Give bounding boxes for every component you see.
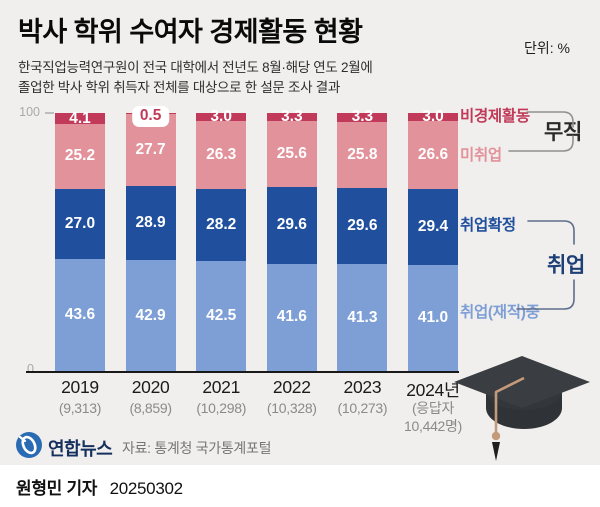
bar-segment-취업확정-2020 bbox=[125, 185, 176, 261]
x-axis-respondent-count: (9,313) bbox=[58, 400, 102, 416]
x-axis-year-label: 2020 bbox=[131, 377, 170, 397]
bar-segment-비경제활동-2024년 bbox=[408, 113, 458, 121]
bar-segment-취업확정-2023 bbox=[337, 188, 388, 265]
bar-segment-비경제활동-2019 bbox=[55, 113, 105, 124]
x-axis-year-label: 2024년 bbox=[406, 380, 460, 400]
bar-segment-취업(재직)중-2020 bbox=[125, 260, 176, 371]
x-axis-year-label: 2021 bbox=[202, 377, 241, 397]
legend-employment-confirmed: 취업확정 bbox=[460, 217, 516, 234]
x-axis-year-label: 2023 bbox=[343, 377, 382, 397]
x-axis-respondent-count: (10,328) bbox=[266, 400, 317, 416]
bar-segment-취업확정-2021 bbox=[196, 188, 247, 262]
legend-employed-working: 취업(재직)중 bbox=[460, 304, 540, 321]
yonhap-logo-icon bbox=[16, 432, 42, 458]
bar-segment-취업확정-2019 bbox=[55, 188, 105, 259]
bar-segment-취업(재직)중-2019 bbox=[55, 258, 105, 371]
legend-not-employed: 미취업 bbox=[460, 147, 502, 164]
bar-segment-미취업-2021 bbox=[196, 120, 247, 189]
legend-group-employed: 취업 bbox=[547, 254, 586, 277]
bar-segment-취업(재직)중-2024년 bbox=[408, 265, 458, 371]
yonhap-logo-text: 연합뉴스 bbox=[48, 439, 113, 459]
bar-segment-비경제활동-2021 bbox=[196, 113, 247, 121]
legend-group-unemployed: 무직 bbox=[544, 121, 583, 144]
x-axis-year-label: 2019 bbox=[61, 377, 99, 397]
reporter-name: 원형민 기자 bbox=[16, 479, 98, 498]
x-axis-respondent-count: (10,273) bbox=[337, 400, 388, 416]
x-axis-respondent-count: (10,298) bbox=[196, 400, 247, 416]
bar-segment-비경제활동-2022 bbox=[266, 112, 317, 122]
byline: 원형민 기자 20250302 bbox=[16, 474, 183, 499]
graduation-cap-icon bbox=[450, 350, 595, 462]
x-axis-year-label: 2022 bbox=[272, 377, 311, 397]
bar-segment-미취업-2019 bbox=[55, 123, 105, 189]
bar-segment-취업확정-2024년 bbox=[408, 189, 458, 266]
legend-non-economic-activity: 비경제활동 bbox=[460, 108, 530, 125]
subtitle-line-1: 한국직업능력연구원이 전국 대학에서 전년도 8월·해당 연도 2월에 bbox=[18, 60, 373, 75]
bar-segment-취업(재직)중-2023 bbox=[337, 264, 388, 371]
x-axis-respondent-count: (응답자 10,442명) bbox=[404, 400, 462, 434]
subtitle-line-2: 졸업한 박사 학위 취득자 전체를 대상으로 한 설문 조사 결과 bbox=[18, 80, 340, 95]
y-axis-max-label: 100 bbox=[19, 105, 40, 119]
page-title: 박사 학위 수여자 경제활동 현황 bbox=[18, 17, 363, 47]
bar-segment-미취업-2023 bbox=[337, 121, 388, 189]
publish-date: 20250302 bbox=[109, 479, 184, 498]
bar-segment-취업확정-2022 bbox=[266, 187, 317, 264]
subtitle: 한국직업능력연구원이 전국 대학에서 전년도 8월·해당 연도 2월에 졸업한 … bbox=[18, 58, 373, 98]
y-axis-min-label: 0 bbox=[27, 362, 34, 376]
x-axis-line bbox=[26, 371, 459, 373]
bar-segment-미취업-2024년 bbox=[408, 120, 458, 190]
data-source: 자료: 통계청 국가통계포털 bbox=[122, 440, 272, 456]
bar-segment-취업(재직)중-2022 bbox=[266, 263, 317, 371]
y-axis-max-tick bbox=[45, 112, 54, 114]
x-axis-respondent-count: (8,859) bbox=[129, 400, 172, 416]
bar-segment-취업(재직)중-2021 bbox=[196, 261, 247, 371]
unit-label: 단위: % bbox=[524, 40, 570, 56]
bar-segment-미취업-2022 bbox=[266, 121, 317, 188]
bar-segment-비경제활동-2023 bbox=[337, 113, 388, 122]
value-callout-2020: 0.5 bbox=[131, 106, 170, 127]
